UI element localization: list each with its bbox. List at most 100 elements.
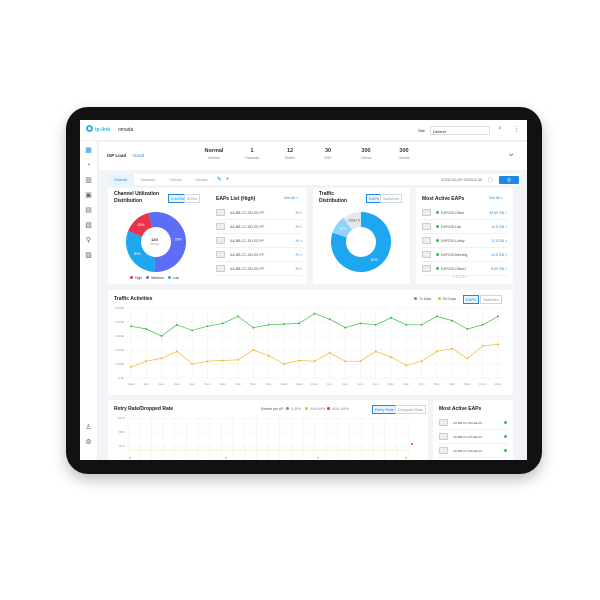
dropped-rate-button[interactable]: Dropped Rate bbox=[395, 405, 426, 414]
data-point[interactable] bbox=[191, 363, 194, 365]
dist-switches-button[interactable]: Switches bbox=[380, 194, 403, 203]
site-select[interactable]: Default bbox=[430, 126, 490, 135]
data-point[interactable] bbox=[252, 326, 255, 329]
eap-traffic[interactable]: 12.5 GB > bbox=[491, 252, 507, 257]
data-point[interactable] bbox=[466, 357, 469, 360]
channel-slice[interactable] bbox=[148, 212, 186, 272]
data-point[interactable] bbox=[328, 318, 331, 321]
stat-clients[interactable]: 300 Clients bbox=[347, 148, 385, 160]
data-point[interactable] bbox=[206, 360, 209, 363]
list-item[interactable]: EAP225-Meeting 12.5 GB > bbox=[422, 248, 507, 262]
data-point[interactable] bbox=[160, 335, 163, 337]
list-item[interactable]: AA-BB-CC-DD-EE-FF -% > bbox=[216, 206, 302, 220]
data-point[interactable] bbox=[206, 325, 209, 328]
eaps-high-see-all[interactable]: See All > bbox=[284, 196, 298, 200]
eap-value[interactable]: -% > bbox=[294, 238, 302, 243]
date-range[interactable]: 2020-04-09~2020-6-30 bbox=[441, 177, 483, 182]
eap-value[interactable]: -% > bbox=[294, 210, 302, 215]
data-point[interactable] bbox=[405, 457, 407, 459]
search-icon[interactable]: ⌕ bbox=[498, 125, 502, 132]
data-point[interactable] bbox=[405, 364, 408, 367]
data-point[interactable] bbox=[221, 359, 224, 362]
data-point[interactable] bbox=[420, 360, 423, 363]
data-point[interactable] bbox=[160, 357, 163, 360]
data-point[interactable] bbox=[389, 316, 392, 319]
refresh-button[interactable]: ◎ bbox=[499, 175, 519, 184]
stat-internet[interactable]: Normal Internet bbox=[195, 148, 233, 160]
list-item[interactable]: AA-BB-CC-DD-EE-FF -% > bbox=[216, 248, 302, 262]
data-point[interactable] bbox=[130, 325, 132, 328]
insight-icon[interactable]: ▤ bbox=[85, 207, 92, 214]
data-point[interactable] bbox=[497, 343, 499, 346]
data-point[interactable] bbox=[221, 322, 224, 325]
tab-clients[interactable]: Clients bbox=[169, 177, 182, 182]
list-item[interactable]: EAP225-Lobby 12.5 GB > bbox=[422, 234, 507, 248]
traffic-dist-slice[interactable] bbox=[331, 212, 391, 272]
list-item[interactable]: EAP225-Office 39.60 GB > bbox=[422, 206, 507, 220]
more-icon[interactable]: ⋮ bbox=[513, 126, 520, 133]
tab-network[interactable]: Network bbox=[140, 177, 156, 182]
data-point[interactable] bbox=[298, 359, 301, 362]
data-point[interactable] bbox=[374, 323, 377, 326]
data-point[interactable] bbox=[267, 323, 270, 326]
data-point[interactable] bbox=[145, 328, 148, 330]
data-point[interactable] bbox=[374, 350, 377, 353]
data-point[interactable] bbox=[130, 365, 132, 368]
map-icon[interactable]: ▥ bbox=[85, 177, 92, 184]
data-point[interactable] bbox=[282, 323, 285, 326]
pagination[interactable]: < 1 2 3 > bbox=[453, 275, 467, 279]
traffic-dist-slice[interactable] bbox=[332, 217, 353, 238]
logs-icon[interactable]: ▧ bbox=[85, 222, 92, 229]
data-point[interactable] bbox=[497, 315, 499, 318]
data-point[interactable] bbox=[451, 319, 454, 322]
eap-traffic[interactable]: 39.60 GB > bbox=[489, 210, 507, 215]
channel-slice[interactable] bbox=[126, 231, 156, 272]
traffic-eaps-button[interactable]: EAPs bbox=[463, 295, 480, 304]
list-item[interactable]: EAP225-Lab 12.5 GB > bbox=[422, 220, 507, 234]
eap-value[interactable]: -% > bbox=[294, 224, 302, 229]
data-point[interactable] bbox=[145, 360, 148, 363]
devices-icon[interactable]: ▣ bbox=[85, 192, 92, 199]
retry-rate-button[interactable]: Retry Rate bbox=[372, 405, 398, 414]
data-point[interactable] bbox=[328, 351, 331, 354]
list-item[interactable]: AA-BB-CC-DD-EE-FF -% > bbox=[216, 262, 302, 276]
account-icon[interactable]: ♙ bbox=[85, 424, 92, 431]
data-point[interactable] bbox=[411, 443, 413, 445]
data-point[interactable] bbox=[317, 457, 319, 459]
data-point[interactable] bbox=[313, 312, 316, 315]
statistics-icon[interactable]: ◔ bbox=[86, 162, 91, 169]
data-point[interactable] bbox=[237, 315, 240, 318]
eap-traffic[interactable]: 8.50 GB > bbox=[491, 266, 507, 271]
traffic-switches-button[interactable]: Switches bbox=[480, 295, 503, 304]
add-tab-icon[interactable]: + bbox=[225, 176, 230, 183]
data-point[interactable] bbox=[481, 323, 484, 326]
data-point[interactable] bbox=[282, 363, 285, 365]
data-point[interactable] bbox=[435, 315, 438, 318]
stat-eap[interactable]: 30 EAP bbox=[309, 148, 347, 160]
data-point[interactable] bbox=[481, 344, 484, 347]
tab-device[interactable]: Device bbox=[195, 177, 208, 182]
data-point[interactable] bbox=[175, 323, 178, 326]
data-point[interactable] bbox=[225, 457, 227, 459]
data-point[interactable] bbox=[191, 329, 194, 332]
list-item[interactable]: AA-BB-CC-DD-EE-FF -% > bbox=[216, 234, 302, 248]
data-point[interactable] bbox=[389, 356, 392, 358]
tab-overall[interactable]: Overall bbox=[107, 174, 134, 185]
data-point[interactable] bbox=[298, 322, 301, 325]
most-active-see-all[interactable]: See All > bbox=[489, 196, 503, 200]
eap-traffic[interactable]: 12.5 GB > bbox=[491, 224, 507, 229]
data-point[interactable] bbox=[237, 358, 240, 361]
list-item[interactable]: AA-BB-CC-DD-EE-FF -% > bbox=[216, 220, 302, 234]
dashboard-icon[interactable]: ▦ bbox=[85, 147, 92, 154]
tools-icon[interactable]: ▨ bbox=[85, 252, 92, 259]
channel-slice[interactable] bbox=[128, 212, 153, 237]
data-point[interactable] bbox=[344, 360, 347, 363]
location-icon[interactable]: ⚲ bbox=[85, 237, 92, 244]
list-item[interactable]: AA-BB-CC-DD-EE-FF bbox=[439, 416, 509, 430]
settings-icon[interactable]: ⚙ bbox=[85, 439, 92, 446]
stat-switch[interactable]: 12 Switch bbox=[271, 148, 309, 160]
data-point[interactable] bbox=[252, 349, 255, 351]
edit-icon[interactable]: ✎ bbox=[216, 177, 222, 183]
data-point[interactable] bbox=[466, 328, 469, 330]
data-point[interactable] bbox=[359, 322, 362, 325]
